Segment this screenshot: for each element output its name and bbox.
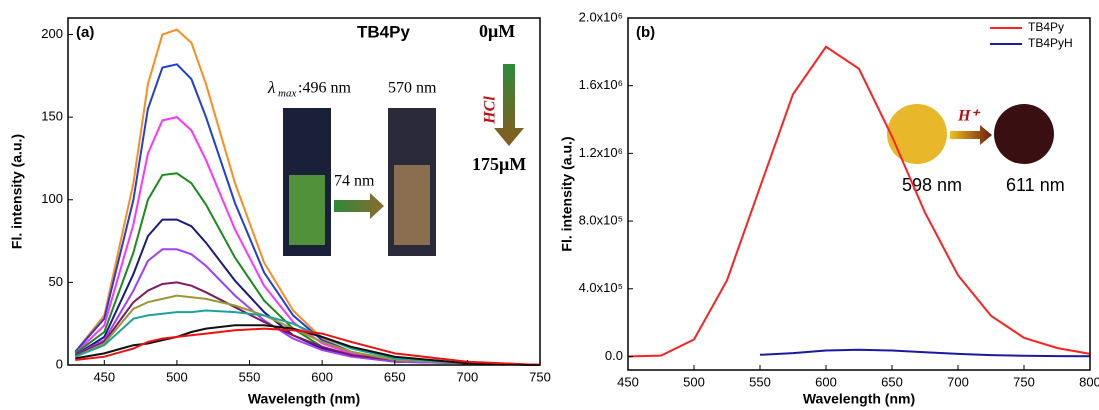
y-tick-label: 50: [49, 274, 63, 289]
x-tick-label: 700: [457, 369, 479, 384]
legend-label: TB4Py: [1028, 20, 1064, 34]
series-line: [627, 45, 1091, 358]
annotation: 74 nm: [334, 173, 375, 190]
y-tick-label: 1.6x10⁶: [579, 77, 623, 92]
legend-label: TB4PyH: [1028, 36, 1073, 50]
solid-yellow: [887, 104, 947, 164]
x-tick-label: 550: [749, 374, 771, 389]
annotation: max: [278, 88, 296, 100]
arrow: [950, 125, 992, 145]
y-tick-label: 4.0x10⁵: [579, 280, 623, 295]
arrow: [334, 193, 384, 219]
annotation: λ: [267, 78, 275, 97]
x-tick-label: 550: [239, 369, 261, 384]
solid-red: [994, 104, 1054, 164]
annotation: 598 nm: [902, 175, 962, 195]
cuvette-liquid: [289, 175, 325, 245]
x-tick-label: 700: [947, 374, 969, 389]
plot-frame: [627, 17, 1091, 371]
y-tick-label: 0.0: [605, 348, 623, 363]
annotation: 611 nm: [1006, 175, 1065, 195]
x-tick-label: 450: [617, 374, 639, 389]
annotation: H⁺: [957, 108, 980, 125]
annotation: TB4Py: [357, 22, 410, 41]
series-line: [74, 294, 541, 366]
y-tick-label: 200: [41, 26, 63, 41]
x-tick-label: 650: [384, 369, 406, 384]
x-tick-label: 750: [1013, 374, 1035, 389]
plot-frame: [67, 17, 541, 366]
y-tick-label: 0: [56, 356, 63, 371]
annotation: 175μM: [472, 154, 526, 174]
panel-label: (b): [636, 24, 655, 41]
arrow: [494, 64, 524, 146]
series-line: [74, 309, 541, 366]
annotation: :496 nm: [298, 80, 351, 97]
x-tick-label: 600: [815, 374, 837, 389]
series-line: [759, 348, 1091, 358]
x-tick-label: 650: [881, 374, 903, 389]
series-line: [75, 327, 541, 366]
cuvette-liquid: [394, 165, 430, 245]
y-tick-label: 1.2x10⁶: [579, 145, 623, 160]
series-line: [74, 281, 541, 366]
y-tick-label: 100: [41, 191, 63, 206]
annotation: 0μM: [479, 21, 515, 41]
x-axis-title: Wavelength (nm): [248, 391, 360, 407]
series-line: [74, 248, 541, 366]
x-tick-label: 500: [166, 369, 188, 384]
annotation: HCl: [482, 96, 499, 125]
y-tick-label: 8.0x10⁵: [579, 213, 623, 228]
x-tick-label: 750: [529, 369, 551, 384]
x-tick-label: 500: [683, 374, 705, 389]
x-tick-label: 800: [1079, 374, 1099, 389]
annotation: 570 nm: [388, 80, 437, 97]
panel-label: (a): [76, 24, 94, 41]
y-tick-label: 150: [41, 109, 63, 124]
y-tick-label: 2.0x10⁶: [579, 9, 623, 24]
y-axis-title: Fl. intensity (a.u.): [9, 134, 25, 249]
y-axis-title: Fl. intensity (a.u.): [559, 136, 575, 251]
x-tick-label: 450: [93, 369, 115, 384]
x-tick-label: 600: [311, 369, 333, 384]
x-axis-title: Wavelength (nm): [803, 391, 915, 407]
